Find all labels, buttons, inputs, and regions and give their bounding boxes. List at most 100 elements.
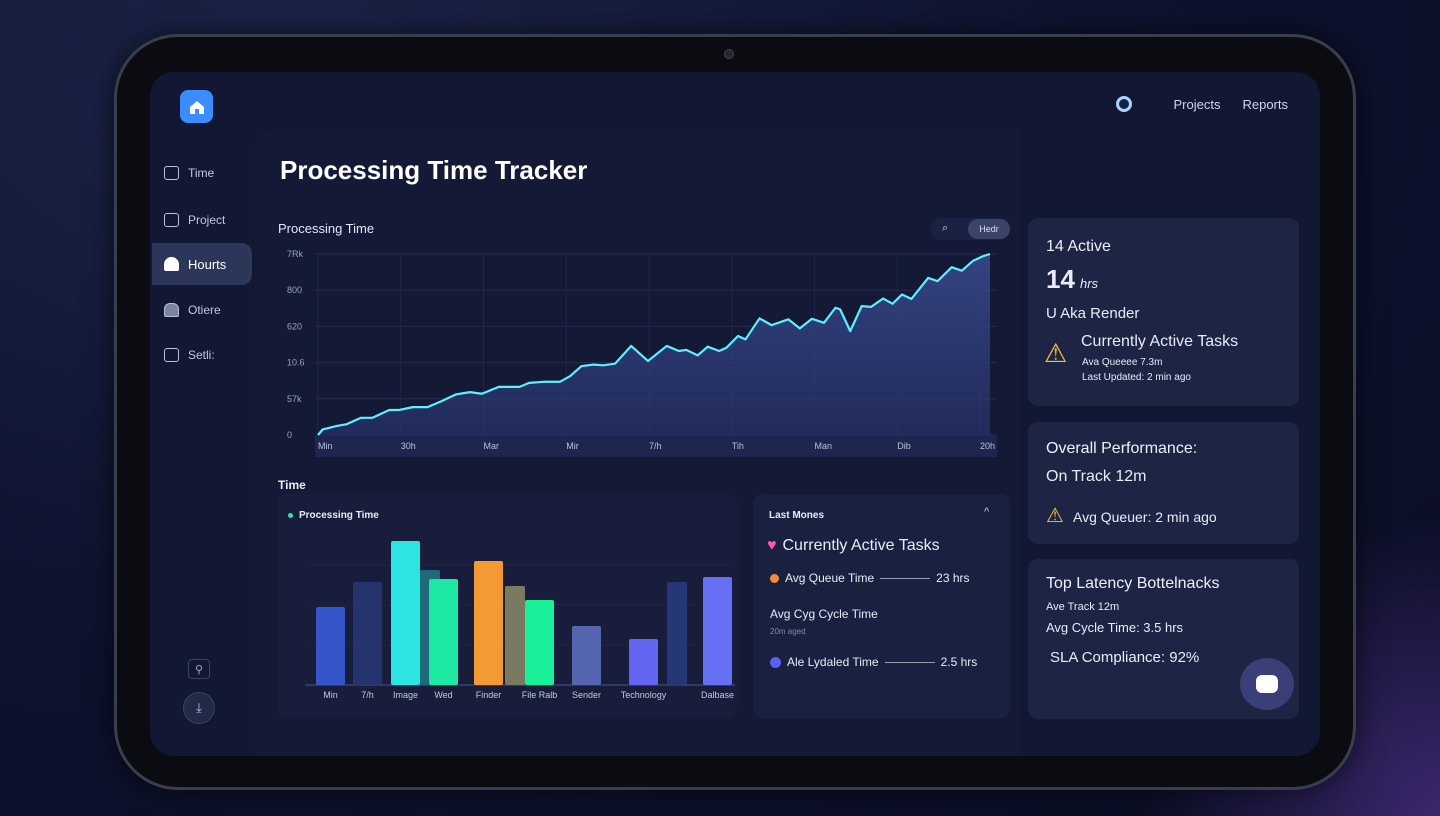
x-axis-band [315,435,997,457]
x-tick-label: Technology [621,690,667,700]
series-line [317,252,991,436]
y-tick-label: 0 [287,430,292,440]
y-tick-label: 620 [287,321,302,331]
latency-card: Top Latency Bottelnacks Ave Track 12m Av… [1028,559,1299,719]
x-tick-label: File Ralb [522,690,558,700]
home-icon [189,100,204,114]
sidebar-item-project[interactable]: Project [152,199,252,241]
sidebar-item-label: Hourts [188,256,227,272]
sidebar-item-settings[interactable]: Setli: [152,334,252,376]
settings-icon [164,348,179,362]
arrow-icon [884,661,935,663]
sla-compliance: SLA Compliance: 92% [1050,649,1200,666]
track-line: Ave Track 12m [1046,601,1120,613]
bar-section-heading: Time [278,478,306,492]
warning-icon: ⚠ [1046,505,1064,527]
processing-time-line-chart: 7Rk 800 620 10.6 57k 0 Min 30h Mar Mir 7/h Tih Man Di… [287,249,997,457]
active-card: 14 Active 14 hrs U Aka Render ⚠ Currentl… [1028,218,1299,406]
card-title: Overall Performance: [1046,440,1198,457]
queue-line: Ava Queeee 7.3m [1082,357,1163,368]
download-button[interactable]: ⤓ [183,692,215,724]
bar [391,541,420,685]
user-icon [164,303,179,317]
x-tick-label: Dib [897,441,911,451]
status-dot [770,573,779,583]
bar [429,579,458,685]
x-tick-label: Sender [572,690,601,700]
bar [629,639,658,685]
x-tick-label: 7/h [361,690,374,700]
chat-button[interactable] [1240,658,1294,710]
alert-title: Currently Active Tasks [1081,333,1239,350]
collapse-chevron-icon[interactable]: ^ [984,506,990,518]
x-tick-label: Man [815,441,833,451]
row-value: 2.5 hrs [940,655,978,669]
cycle-time-line: Avg Cycle Time: 3.5 hrs [1046,620,1184,635]
heading-text: Currently Active Tasks [782,537,940,554]
status-dot [770,656,781,668]
y-tick-label: 800 [287,285,302,295]
x-tick-label: Mir [566,441,579,451]
area-fill [318,254,990,435]
row-label: Avg Queue Time [785,571,875,585]
row-label: Ale Lydaled Time [787,655,879,669]
bar [474,561,503,685]
cycle-time-row: Avg Cyg Cycle Time [770,607,878,621]
hours-unit: hrs [1080,276,1099,291]
y-tick-label: 7Rk [287,249,304,259]
x-tick-label: Dalbase [701,690,734,700]
x-tick-label: Finder [476,690,502,700]
app-screen: Projects Reports Time Project Hourts Oti… [150,72,1320,756]
bar [667,582,687,685]
warning-icon: ⚠ [1044,338,1068,368]
heart-icon: ♥ [767,537,777,554]
bar [353,582,382,685]
bar [525,600,554,685]
sidebar-item-time[interactable]: Time [152,152,252,194]
arrow-icon [880,577,931,579]
top-nav: Projects Reports [1115,96,1288,112]
bar [572,626,601,685]
x-tick-label: Wed [434,690,452,700]
y-tick-label: 57k [287,394,302,404]
x-tick-label: Tih [732,441,744,451]
eye-icon[interactable] [1115,96,1132,112]
legend-label: Processing Time [299,510,379,521]
search-icon[interactable]: ⌕ [942,222,949,234]
bar [703,577,732,685]
home-icon [164,166,179,180]
sidebar-item-label: Setli: [188,348,215,362]
bar [316,607,345,685]
row-value: 23 hrs [936,571,970,585]
updated-time-row: Ale Lydaled Time 2.5 hrs [770,655,977,669]
chat-icon [1256,675,1278,693]
nav-projects[interactable]: Projects [1173,96,1221,112]
x-tick-label: Mar [484,441,500,451]
queue-alert: Avg Queuer: 2 min ago [1073,509,1217,525]
pin-icon[interactable]: ⚲ [188,659,210,679]
sidebar-item-label: Project [188,213,226,227]
home-logo-button[interactable] [180,90,213,123]
last-moves-card [753,494,1010,718]
filter-button[interactable]: Hedr [968,219,1010,239]
project-icon [164,213,179,227]
active-hours-value: 14 [1046,264,1075,294]
line-chart-title: Processing Time [278,221,375,236]
x-tick-label: Image [393,690,418,700]
lock-icon [164,257,179,271]
nav-reports[interactable]: Reports [1242,96,1288,112]
sidebar-item-hourts[interactable]: Hourts [152,243,252,285]
x-tick-label: 30h [401,441,416,451]
sidebar-item-otiere[interactable]: Otiere [152,289,252,331]
x-tick-label: 7/h [649,441,662,451]
bar [505,586,525,685]
card-title: Top Latency Bottelnacks [1046,575,1220,592]
cycle-time-sub: 20m aged [770,627,806,636]
performance-status: On Track 12m [1046,468,1147,485]
sidebar-item-label: Otiere [188,303,221,317]
x-tick-label: Min [318,441,333,451]
page-title: Processing Time Tracker [280,155,588,185]
processing-time-bar-chart: Min 7/h Image Wed Finder File Ralb Sender Techn… [305,541,735,700]
legend-dot [288,513,293,518]
x-tick-label: 20h [980,441,995,451]
